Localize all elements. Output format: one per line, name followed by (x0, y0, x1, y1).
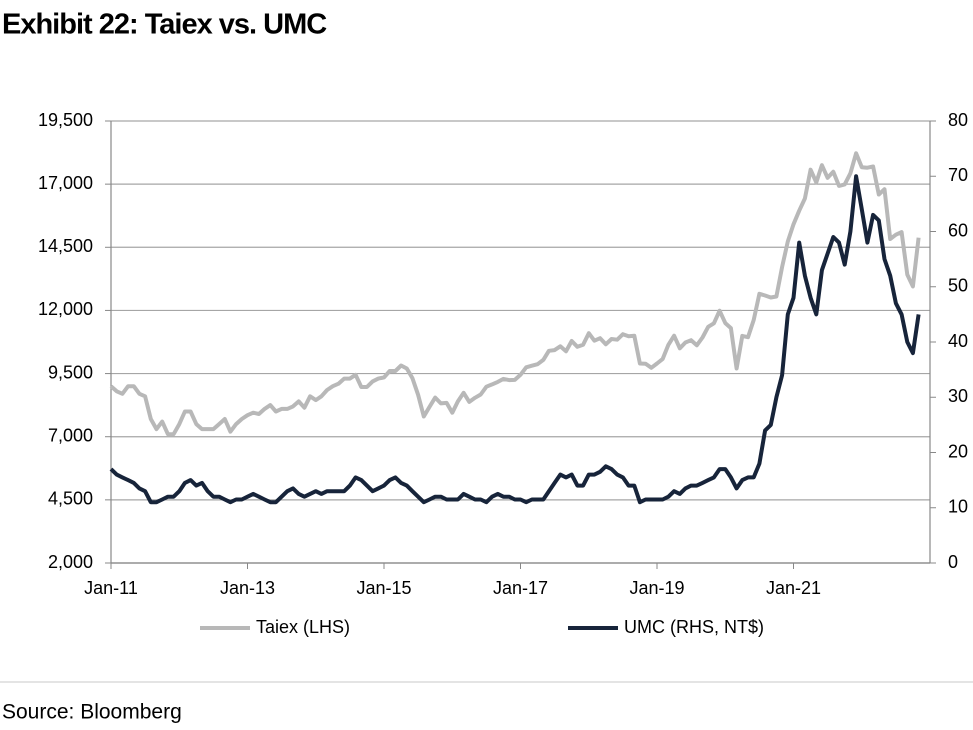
legend-label: UMC (RHS, NT$) (624, 617, 764, 637)
x-tick-label: Jan-15 (356, 578, 411, 598)
y2-tick-label: 50 (948, 276, 968, 296)
source: Source: Bloomberg (2, 701, 182, 724)
series-line (109, 151, 921, 437)
y2-tick-label: 20 (948, 441, 968, 461)
y-tick-label: 2,000 (48, 552, 93, 572)
x-tick-label: Jan-13 (220, 578, 275, 598)
x-tick-label: Jan-17 (493, 578, 548, 598)
y2-tick-label: 40 (948, 331, 968, 351)
y2-tick-label: 80 (948, 110, 968, 130)
y2-tick-label: 10 (948, 497, 968, 517)
x-tick-label: Jan-19 (629, 578, 684, 598)
y-tick-label: 14,500 (38, 236, 93, 256)
series-line (109, 174, 921, 505)
y-tick-label: 9,500 (48, 362, 93, 382)
x-tick-label: Jan-11 (84, 578, 138, 598)
legend-label: Taiex (LHS) (256, 617, 350, 637)
y-tick-label: 19,500 (38, 110, 93, 130)
y2-tick-label: 70 (948, 165, 968, 185)
y-tick-label: 7,000 (48, 425, 93, 445)
y-tick-label: 12,000 (38, 299, 93, 319)
y2-tick-label: 60 (948, 220, 968, 240)
y-tick-label: 17,000 (38, 173, 93, 193)
chart-title: Exhibit 22: Taiex vs. UMC (2, 9, 327, 41)
y2-tick-label: 30 (948, 386, 968, 406)
y2-tick-label: 0 (948, 552, 958, 572)
y-tick-label: 4,500 (48, 489, 93, 509)
x-tick-label: Jan-21 (766, 578, 821, 598)
